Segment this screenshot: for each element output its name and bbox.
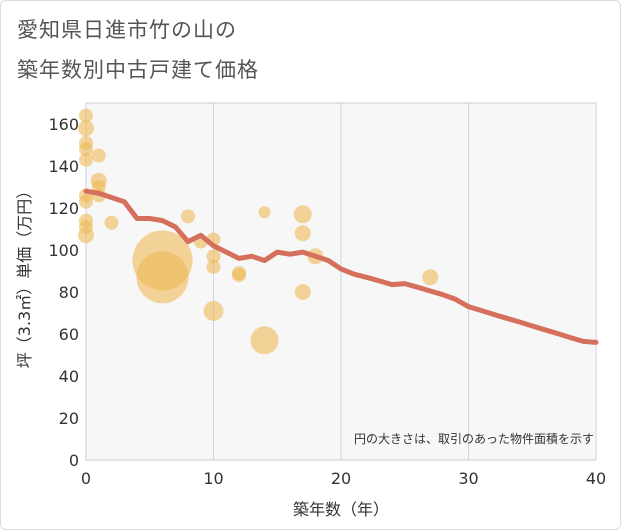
y-tick-label: 0	[69, 451, 79, 470]
x-tick-label: 40	[586, 469, 606, 488]
y-tick-label: 80	[59, 283, 79, 302]
data-bubble	[79, 108, 93, 123]
x-tick-label: 20	[331, 469, 351, 488]
trend-line	[83, 188, 599, 345]
data-bubble	[79, 142, 93, 157]
data-bubble	[181, 209, 195, 224]
data-bubble	[78, 227, 94, 244]
data-bubble	[79, 194, 93, 209]
data-bubble	[422, 269, 439, 286]
x-tick-labels: 0 10 20 30 40	[81, 469, 606, 488]
chart-title-line1: 愛知県日進市竹の山の	[17, 18, 237, 42]
y-tick-label: 140	[48, 157, 79, 176]
data-bubble	[79, 152, 93, 167]
data-bubble	[203, 300, 224, 321]
data-bubble	[250, 326, 279, 355]
data-bubble	[104, 215, 119, 230]
data-bubble	[91, 148, 106, 163]
bubbles	[78, 108, 439, 355]
y-axis-label: 坪（3.3㎡）単価（万円）	[15, 183, 34, 368]
data-bubble	[232, 268, 246, 283]
data-bubble	[206, 249, 221, 264]
data-bubble	[293, 205, 312, 224]
data-bubble	[258, 206, 271, 219]
y-tick-label: 120	[48, 199, 79, 218]
y-tick-label: 100	[48, 241, 79, 260]
bubble-size-note: 円の大きさは、取引のあった物件面積を示す	[354, 431, 594, 446]
y-tick-label: 160	[48, 115, 79, 134]
data-bubble	[78, 120, 94, 137]
x-tick-label: 30	[458, 469, 478, 488]
x-tick-label: 10	[203, 469, 223, 488]
chart-title-line2: 築年数別中古戸建て価格	[17, 58, 259, 82]
data-bubble	[294, 284, 311, 300]
x-tick-label: 0	[81, 469, 91, 488]
y-tick-label: 40	[59, 367, 79, 386]
data-bubble	[136, 251, 189, 304]
y-tick-label: 60	[59, 325, 79, 344]
y-tick-labels: 0 20 40 60 80 100 120 140 160	[48, 115, 79, 470]
y-tick-label: 20	[59, 409, 79, 428]
data-bubble	[294, 225, 311, 242]
x-axis-label: 築年数（年）	[293, 500, 389, 519]
data-bubble	[206, 259, 221, 274]
